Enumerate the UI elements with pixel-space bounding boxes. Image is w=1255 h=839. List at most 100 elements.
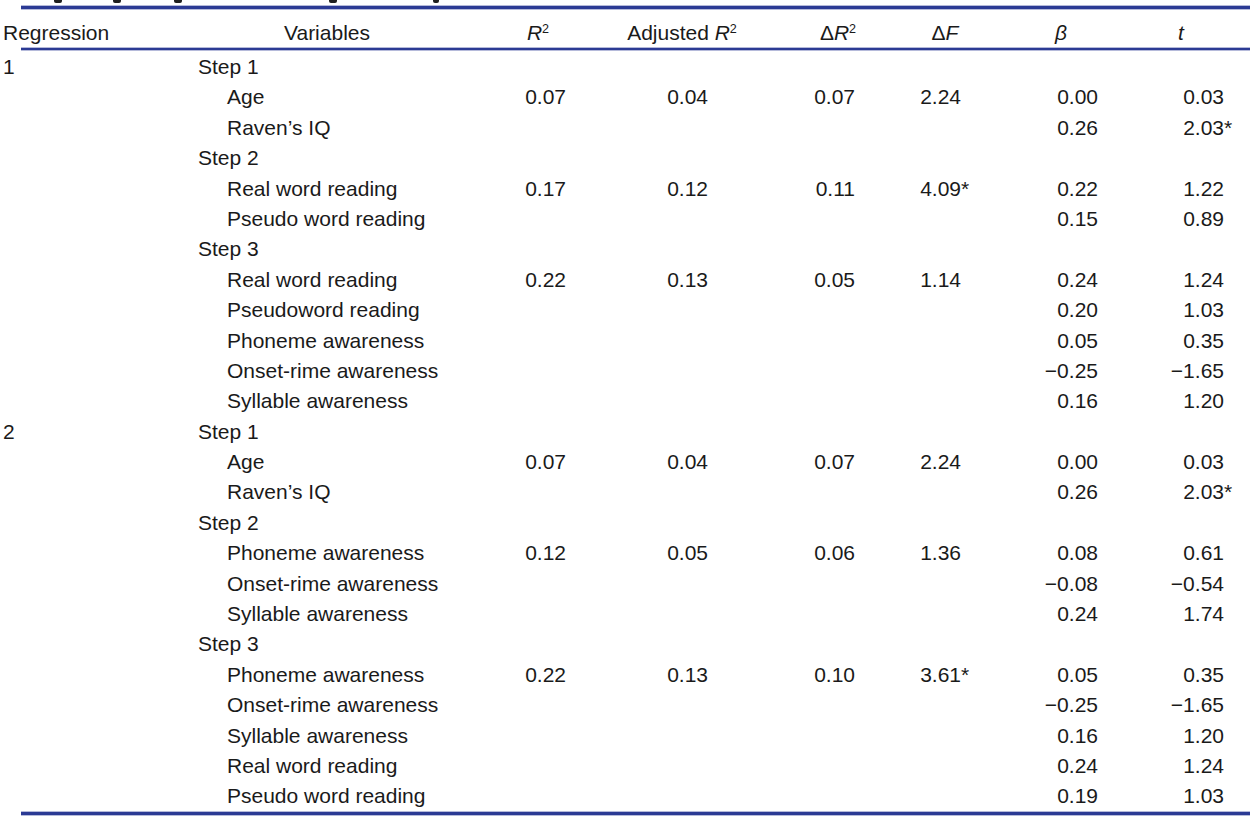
cell-regression-number <box>0 660 140 690</box>
cell-df <box>869 751 975 781</box>
cell-dr2: 0.07 <box>722 447 869 477</box>
cell-step-label: Step 1 <box>140 52 480 82</box>
cell-variable-label: Onset-rime awareness <box>140 569 480 599</box>
cell-r2: 0.22 <box>480 660 580 690</box>
row-spacer <box>1238 356 1255 386</box>
cell-variable-label: Pseudo word reading <box>140 781 480 811</box>
cell-step-label: Step 3 <box>140 629 480 659</box>
column-header-adj_r2: Adjusted R2 <box>627 20 737 46</box>
cell-adj: 0.13 <box>580 265 722 295</box>
cell-dr2: 0.06 <box>722 538 869 568</box>
cell-regression-number <box>0 295 140 325</box>
cell-r2 <box>480 52 580 82</box>
cell-regression-number <box>0 386 140 416</box>
cell-adj <box>580 781 722 811</box>
cell-step-label: Step 3 <box>140 234 480 264</box>
cell-df <box>869 386 975 416</box>
table-bottom-rule <box>21 812 1250 815</box>
cell-regression-number <box>0 508 140 538</box>
cell-r2 <box>480 113 580 143</box>
cell-dr2 <box>722 751 869 781</box>
cell-df: 2.24 <box>869 447 975 477</box>
cell-t: 0.35 <box>1112 660 1238 690</box>
cell-beta: 0.26 <box>975 113 1112 143</box>
cell-adj <box>580 599 722 629</box>
cell-dr2 <box>722 356 869 386</box>
column-header-variables: Variables <box>284 20 370 46</box>
row-spacer <box>1238 82 1255 112</box>
cell-t: 0.61 <box>1112 538 1238 568</box>
cell-t: 1.24 <box>1112 751 1238 781</box>
row-spacer <box>1238 386 1255 416</box>
cell-dr2: 0.10 <box>722 660 869 690</box>
cell-variable-label: Pseudo word reading <box>140 204 480 234</box>
cell-df <box>869 52 975 82</box>
cell-t: 2.03* <box>1112 477 1238 507</box>
table-header-rule <box>21 48 1250 50</box>
cell-dr2: 0.11 <box>722 174 869 204</box>
cell-df <box>869 477 975 507</box>
row-spacer <box>1238 113 1255 143</box>
column-header-t: t <box>1178 20 1184 46</box>
cell-beta: 0.15 <box>975 204 1112 234</box>
cell-beta: 0.16 <box>975 721 1112 751</box>
cell-beta: 0.24 <box>975 599 1112 629</box>
cell-adj <box>580 690 722 720</box>
cell-t: 1.22 <box>1112 174 1238 204</box>
paper-table-page: RegressionVariablesR2Adjusted R2ΔR2ΔFβt … <box>0 0 1255 839</box>
cell-adj <box>580 295 722 325</box>
cell-regression-number <box>0 569 140 599</box>
cell-beta: 0.16 <box>975 386 1112 416</box>
cell-adj: 0.04 <box>580 447 722 477</box>
cell-t: 1.03 <box>1112 781 1238 811</box>
cell-dr2 <box>722 52 869 82</box>
row-spacer <box>1238 477 1255 507</box>
cell-t: 1.20 <box>1112 386 1238 416</box>
cell-t <box>1112 508 1238 538</box>
cell-t <box>1112 143 1238 173</box>
cell-beta: 0.00 <box>975 82 1112 112</box>
cell-r2 <box>480 295 580 325</box>
row-spacer <box>1238 751 1255 781</box>
cell-r2 <box>480 234 580 264</box>
cell-variable-label: Syllable awareness <box>140 599 480 629</box>
cell-beta: 0.05 <box>975 660 1112 690</box>
row-spacer <box>1238 326 1255 356</box>
cell-df <box>869 143 975 173</box>
cell-beta: 0.05 <box>975 326 1112 356</box>
cell-beta: 0.24 <box>975 265 1112 295</box>
row-spacer <box>1238 721 1255 751</box>
cell-beta <box>975 508 1112 538</box>
row-spacer <box>1238 569 1255 599</box>
cell-df <box>869 569 975 599</box>
cell-dr2 <box>722 629 869 659</box>
cell-df <box>869 113 975 143</box>
cell-df <box>869 690 975 720</box>
cell-t: 0.03 <box>1112 447 1238 477</box>
cell-step-label: Step 1 <box>140 417 480 447</box>
cell-beta: −0.25 <box>975 690 1112 720</box>
cell-t <box>1112 629 1238 659</box>
cell-variable-label: Phoneme awareness <box>140 660 480 690</box>
cell-regression-number <box>0 234 140 264</box>
cell-beta: 0.22 <box>975 174 1112 204</box>
cell-regression-number <box>0 265 140 295</box>
row-spacer <box>1238 265 1255 295</box>
cell-r2 <box>480 204 580 234</box>
cell-r2 <box>480 629 580 659</box>
cell-variable-label: Raven’s IQ <box>140 113 480 143</box>
row-spacer <box>1238 234 1255 264</box>
row-spacer <box>1238 143 1255 173</box>
cell-dr2 <box>722 234 869 264</box>
cell-beta <box>975 52 1112 82</box>
cell-r2 <box>480 751 580 781</box>
cell-beta <box>975 417 1112 447</box>
column-header-delta_r2: ΔR2 <box>820 20 856 46</box>
cell-df: 1.14 <box>869 265 975 295</box>
cell-adj <box>580 52 722 82</box>
cell-adj: 0.04 <box>580 82 722 112</box>
row-spacer <box>1238 599 1255 629</box>
cell-regression-number <box>0 477 140 507</box>
cell-dr2: 0.07 <box>722 82 869 112</box>
cell-variable-label: Age <box>140 447 480 477</box>
